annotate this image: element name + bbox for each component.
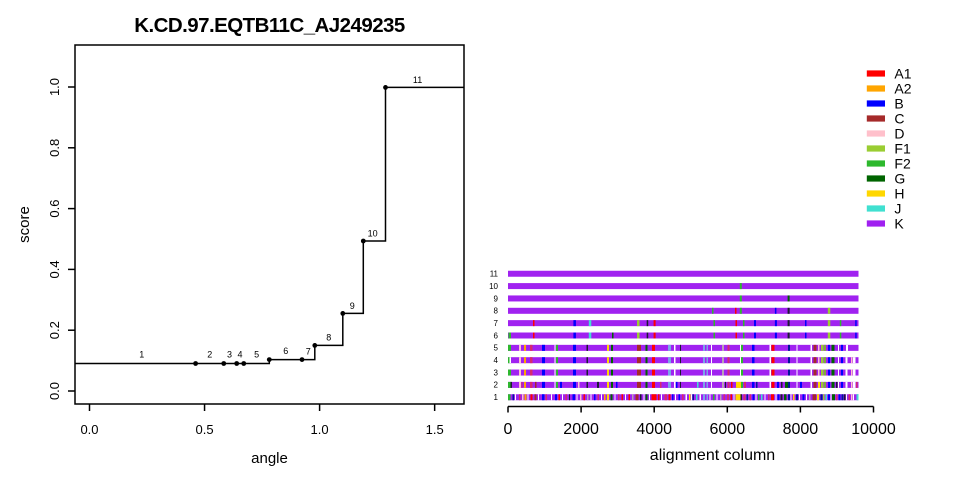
svg-text:2: 2 [207,350,212,360]
svg-text:9: 9 [494,294,499,303]
svg-text:B: B [894,95,903,111]
svg-text:6: 6 [494,331,499,340]
svg-text:0.8: 0.8 [47,139,62,157]
svg-text:3: 3 [494,368,499,377]
svg-text:4: 4 [237,350,242,360]
svg-text:1: 1 [494,393,499,402]
svg-text:score: score [16,206,33,243]
svg-text:H: H [894,185,904,201]
svg-text:0.6: 0.6 [47,200,62,218]
svg-text:0.0: 0.0 [47,382,62,400]
svg-text:G: G [894,170,905,186]
svg-text:angle: angle [251,450,288,467]
svg-text:1: 1 [139,350,144,360]
svg-text:10: 10 [368,229,378,239]
svg-text:3: 3 [227,350,232,360]
svg-text:11: 11 [490,270,499,279]
svg-text:8000: 8000 [783,421,819,438]
svg-text:J: J [894,200,901,216]
svg-text:8: 8 [494,307,499,316]
svg-text:6: 6 [283,346,288,356]
svg-text:K: K [894,215,904,231]
svg-text:11: 11 [413,75,422,85]
svg-text:5: 5 [254,350,259,360]
svg-text:1.5: 1.5 [426,422,444,437]
svg-text:6000: 6000 [710,421,746,438]
svg-text:1.0: 1.0 [311,422,329,437]
svg-text:F1: F1 [894,140,911,156]
svg-text:9: 9 [350,301,355,311]
svg-text:F2: F2 [894,155,911,171]
svg-text:C: C [894,110,904,126]
svg-text:5: 5 [494,344,499,353]
svg-text:0.4: 0.4 [47,260,62,278]
svg-text:7: 7 [494,319,499,328]
svg-text:4000: 4000 [636,421,672,438]
svg-text:alignment column: alignment column [650,447,775,464]
svg-text:D: D [894,125,904,141]
svg-text:0: 0 [504,421,513,438]
svg-text:2000: 2000 [563,421,599,438]
svg-text:10: 10 [489,282,498,291]
svg-text:7: 7 [306,346,311,356]
svg-text:0.5: 0.5 [196,422,214,437]
svg-text:0.2: 0.2 [47,321,62,339]
svg-text:8: 8 [326,332,331,342]
svg-text:K.CD.97.EQTB11C_AJ249235: K.CD.97.EQTB11C_AJ249235 [134,14,405,37]
svg-text:A1: A1 [894,65,911,81]
svg-text:0.0: 0.0 [80,422,98,437]
svg-text:A2: A2 [894,80,911,96]
svg-text:2: 2 [494,381,499,390]
svg-text:1.0: 1.0 [47,78,62,96]
svg-text:4: 4 [494,356,499,365]
svg-text:10000: 10000 [851,421,896,438]
